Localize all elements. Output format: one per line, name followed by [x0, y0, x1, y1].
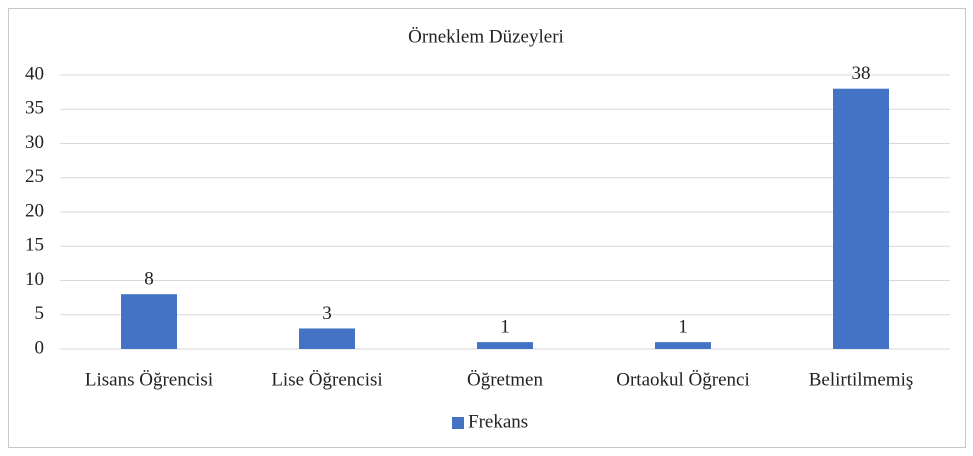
bar: [833, 88, 889, 349]
x-tick-label: Belirtilmemiş: [809, 369, 914, 390]
legend-label: Frekans: [468, 411, 528, 432]
y-tick-label: 5: [35, 303, 45, 324]
data-label: 1: [500, 317, 510, 338]
y-tick-label: 30: [25, 132, 44, 153]
x-tick-label: Ortaokul Öğrenci: [616, 369, 749, 390]
y-tick-label: 35: [25, 98, 44, 119]
y-tick-label: 10: [25, 269, 44, 290]
bar: [477, 342, 533, 349]
y-tick-label: 40: [25, 63, 44, 84]
x-tick-label: Lisans Öğrencisi: [85, 369, 213, 390]
y-tick-label: 20: [25, 200, 44, 221]
bar: [299, 328, 355, 349]
x-tick-label: Lise Öğrencisi: [271, 369, 382, 390]
y-tick-label: 25: [25, 166, 44, 187]
y-tick-label: 0: [35, 337, 45, 358]
data-label: 1: [678, 317, 688, 338]
x-tick-label: Öğretmen: [467, 369, 543, 390]
data-label: 8: [144, 269, 154, 290]
chart-title: Örneklem Düzeyleri: [408, 26, 564, 47]
chart-border: [8, 8, 966, 448]
data-label: 3: [322, 303, 332, 324]
y-tick-label: 15: [25, 235, 44, 256]
bar: [655, 342, 711, 349]
bar: [121, 294, 177, 349]
data-label: 38: [852, 63, 871, 84]
legend-swatch: [452, 417, 464, 429]
